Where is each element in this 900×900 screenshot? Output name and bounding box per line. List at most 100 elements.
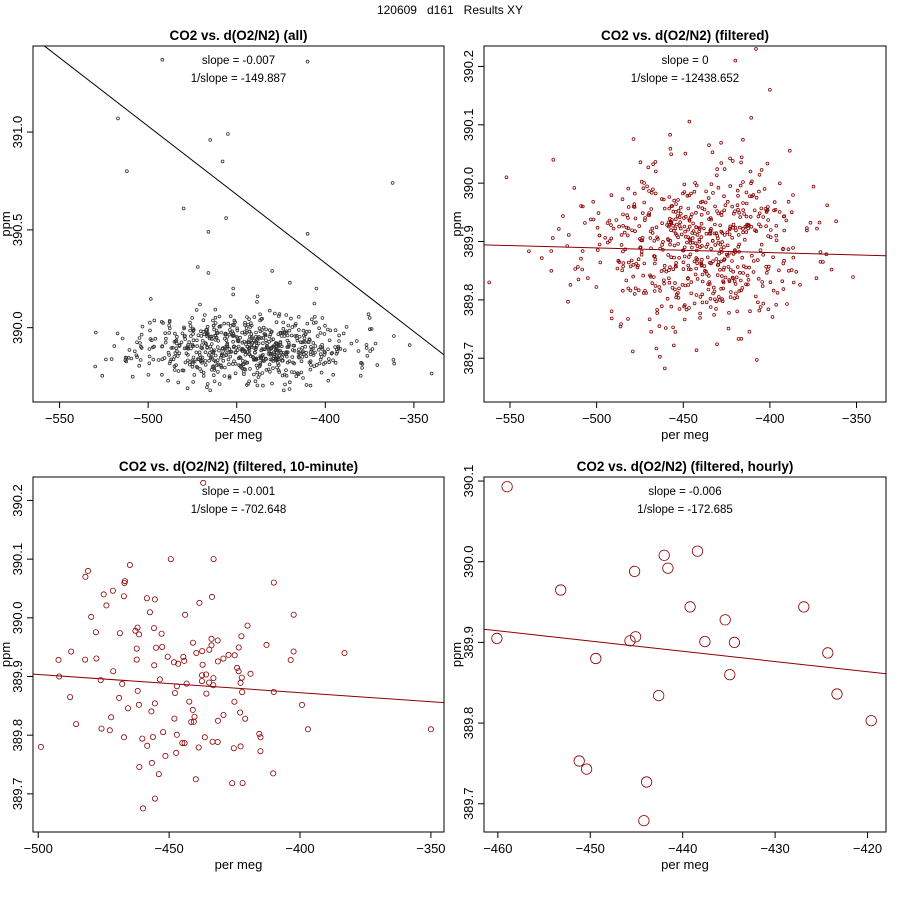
scatter-point: [160, 319, 164, 324]
scatter-point: [318, 344, 323, 349]
scatter-point: [573, 267, 577, 271]
scatter-point: [227, 374, 232, 379]
scatter-point: [391, 357, 396, 362]
scatter-point: [730, 236, 734, 240]
scatter-point: [654, 346, 659, 351]
scatter-point: [817, 220, 822, 225]
scatter-point: [731, 269, 735, 274]
scatter-point: [713, 243, 718, 247]
scatter-point: [213, 307, 218, 312]
scatter-point: [302, 336, 307, 341]
scatter-point: [222, 347, 227, 351]
scatter-point: [301, 349, 305, 354]
scatter-point: [651, 187, 655, 192]
scatter-point: [741, 264, 746, 269]
scatter-point: [93, 655, 100, 662]
scatter-point: [714, 257, 719, 261]
scatter-point: [261, 341, 265, 346]
scatter-point: [676, 242, 680, 246]
scatter-point: [742, 212, 746, 216]
scatter-point: [189, 639, 196, 646]
scatter-point: [737, 225, 742, 230]
scatter-point: [308, 359, 313, 364]
scatter-point: [743, 225, 747, 229]
scatter-point: [148, 320, 152, 325]
scatter-point: [789, 210, 794, 215]
scatter-point: [670, 204, 675, 208]
scatter-point: [669, 255, 673, 260]
scatter-point: [669, 304, 674, 309]
scatter-point: [210, 342, 214, 346]
scatter-point: [662, 263, 667, 268]
scatter-point: [276, 363, 281, 367]
scatter-point: [667, 206, 671, 211]
y-axis-label: ppm: [0, 642, 13, 667]
scatter-point: [295, 338, 300, 343]
scatter-point: [722, 167, 727, 171]
slope-annotation: slope = -0.006: [648, 486, 721, 498]
scatter-point: [657, 324, 662, 328]
scatter-point: [629, 258, 634, 263]
scatter-point: [759, 206, 764, 211]
scatter-point: [55, 656, 62, 663]
scatter-point: [244, 326, 249, 330]
scatter-point: [781, 246, 785, 251]
scatter-point: [734, 291, 738, 296]
scatter-point: [693, 181, 697, 185]
scatter-point: [205, 382, 210, 386]
scatter-point: [681, 267, 686, 271]
scatter-point: [175, 334, 179, 339]
scatter-point: [367, 316, 372, 320]
scatter-point: [635, 265, 640, 270]
scatter-point: [212, 358, 217, 363]
scatter-point: [652, 289, 657, 293]
scatter-point: [210, 682, 217, 689]
scatter-point: [82, 573, 89, 580]
scatter-point: [709, 217, 713, 222]
scatter-point: [674, 261, 678, 265]
scatter-point: [611, 226, 616, 231]
scatter-point: [728, 268, 733, 272]
scatter-point: [757, 308, 762, 313]
scatter-point: [683, 229, 687, 234]
scatter-point: [155, 771, 162, 778]
scatter-point: [671, 343, 676, 348]
scatter-point: [235, 644, 242, 651]
scatter-point: [626, 186, 631, 191]
scatter-point: [306, 339, 311, 344]
scatter-point: [217, 314, 222, 319]
scatter-point: [712, 312, 716, 317]
scatter-point: [235, 348, 240, 352]
scatter-point: [308, 367, 313, 372]
scatter-point: [359, 360, 364, 365]
scatter-point: [326, 357, 331, 361]
scatter-point: [239, 780, 246, 787]
scatter-point: [759, 242, 764, 247]
scatter-point: [699, 235, 704, 239]
scatter-point: [676, 208, 681, 213]
scatter-point: [292, 370, 297, 375]
scatter-point: [263, 333, 268, 338]
scatter-point: [686, 235, 690, 240]
scatter-point: [811, 184, 816, 189]
scatter-point: [687, 224, 692, 229]
scatter-point: [681, 191, 685, 196]
panel-title: CO2 vs. d(O2/N2) (filtered): [601, 28, 769, 43]
scatter-point: [134, 353, 139, 358]
scatter-point: [234, 664, 241, 671]
scatter-point: [746, 226, 750, 231]
scatter-point: [240, 340, 245, 345]
x-tick-label: −550: [495, 411, 524, 426]
scatter-point: [276, 368, 281, 373]
scatter-point: [716, 240, 721, 245]
scatter-point: [303, 332, 308, 336]
scatter-point: [238, 356, 243, 360]
scatter-point: [687, 119, 692, 124]
scatter-point: [214, 658, 221, 665]
scatter-point: [198, 353, 202, 357]
panel-title: CO2 vs. d(O2/N2) (all): [169, 28, 307, 43]
scatter-point: [201, 338, 205, 343]
scatter-point: [68, 648, 75, 655]
scatter-point: [673, 217, 678, 222]
scatter-point: [758, 224, 763, 229]
